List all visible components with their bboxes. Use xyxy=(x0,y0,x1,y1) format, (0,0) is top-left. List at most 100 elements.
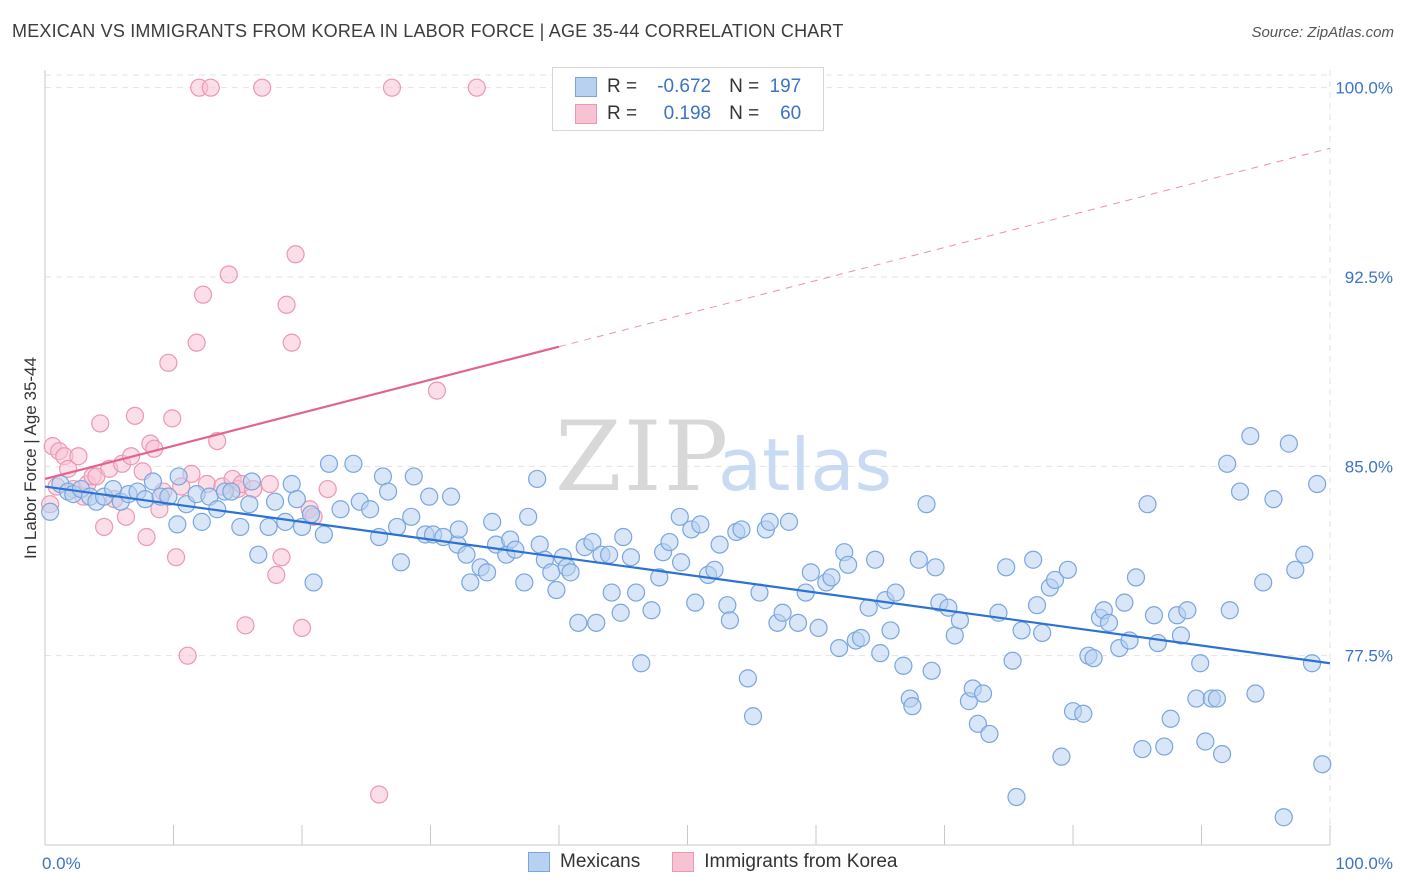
korea-point xyxy=(382,78,402,97)
mexican-point xyxy=(1274,808,1293,827)
mexican-point xyxy=(587,613,606,632)
mexican-point xyxy=(922,661,941,680)
mexican-point xyxy=(788,613,808,632)
korea-point xyxy=(69,447,88,466)
mexican-point xyxy=(1074,704,1093,723)
mexican-point xyxy=(1133,739,1152,759)
legend-row-mexicans: R = -0.672 N = 197 xyxy=(575,75,801,99)
korea-point xyxy=(125,406,145,425)
mexican-point xyxy=(621,548,641,567)
y-tick-label: 92.5% xyxy=(1345,268,1393,287)
mexican-point xyxy=(1178,601,1197,620)
mexican-point xyxy=(809,618,828,637)
mexican-point xyxy=(822,568,841,587)
mexican-point xyxy=(602,583,621,602)
korea-point xyxy=(163,409,182,428)
korea-point xyxy=(260,474,279,494)
mexican-point xyxy=(441,487,461,506)
mexican-point xyxy=(871,644,890,663)
mexican-point xyxy=(1308,474,1327,494)
mexican-point xyxy=(1295,545,1314,564)
mexican-point xyxy=(1024,550,1043,569)
mexican-point xyxy=(1027,596,1047,615)
korea-point xyxy=(467,78,486,97)
mexican-point xyxy=(743,707,763,726)
legend-swatch-pink xyxy=(672,852,695,872)
legend-item-mexicans: Mexicans xyxy=(528,851,640,873)
correlation-legend: R = -0.672 N = 197 R = 0.198 N = 60 xyxy=(552,67,824,131)
mexican-point xyxy=(881,621,900,640)
korea-point xyxy=(236,616,255,635)
mexican-point xyxy=(1161,709,1180,728)
mexican-point xyxy=(402,507,421,526)
mexican-point xyxy=(600,545,619,564)
mexican-point xyxy=(542,563,561,582)
mexican-point xyxy=(1241,426,1260,446)
korea-point xyxy=(370,785,389,804)
mexican-point xyxy=(705,560,724,579)
mexican-point xyxy=(265,492,285,511)
mexican-point xyxy=(282,474,301,494)
trend-lines xyxy=(44,147,1331,665)
mexican-point xyxy=(691,515,710,534)
legend-label: Immigrants from Korea xyxy=(704,851,898,872)
mexican-point xyxy=(968,714,988,733)
mexican-point xyxy=(773,603,792,622)
mexican-point xyxy=(738,669,757,688)
mexican-trend-line xyxy=(44,485,1331,665)
mexican-point xyxy=(378,482,398,501)
korea-point xyxy=(253,78,272,97)
mexican-point xyxy=(830,638,849,658)
mexican-point xyxy=(249,545,268,564)
mexican-point xyxy=(1033,623,1052,643)
r-label: R = xyxy=(607,103,638,124)
korea-point xyxy=(159,353,178,372)
mexican-point xyxy=(1045,570,1065,590)
mexican-point xyxy=(41,502,60,521)
legend-item-korea: Immigrants from Korea xyxy=(672,851,897,873)
mexican-point xyxy=(528,469,547,489)
korea-point xyxy=(187,333,206,352)
watermark: ZIP atlas xyxy=(555,401,892,513)
mexican-point xyxy=(222,482,241,501)
axes xyxy=(44,70,1331,846)
mexican-point xyxy=(373,467,393,486)
korea-point xyxy=(201,78,220,97)
mexican-point xyxy=(801,563,820,582)
korea-point xyxy=(272,548,291,567)
mexican-point xyxy=(1148,633,1167,653)
mexican-point xyxy=(547,580,566,600)
mexican-point xyxy=(710,535,729,554)
mexican-point xyxy=(420,487,439,506)
mexican-point xyxy=(894,656,913,675)
mexican-point xyxy=(997,558,1016,577)
legend-swatch-pink xyxy=(575,104,597,124)
mexican-point xyxy=(344,454,363,473)
mexican-point xyxy=(1058,560,1077,579)
mexican-point xyxy=(660,532,679,552)
korea-point xyxy=(178,646,197,665)
korea-trend-extension xyxy=(558,147,1331,348)
legend-swatch-blue xyxy=(528,852,550,872)
mexican-point xyxy=(143,472,163,491)
korea-point xyxy=(166,548,186,567)
mexican-point xyxy=(1155,737,1174,756)
mexican-point xyxy=(530,535,549,554)
mexican-point xyxy=(1220,601,1239,620)
korea-point xyxy=(193,285,213,304)
n-label: N = xyxy=(729,103,760,124)
mexican-point xyxy=(1313,755,1332,774)
mexican-point xyxy=(461,573,480,592)
mexican-point xyxy=(632,654,651,673)
mexican-point xyxy=(1187,689,1206,708)
mexican-point xyxy=(1084,649,1103,668)
mexican-point xyxy=(670,507,689,526)
mexican-point xyxy=(973,684,993,703)
mexican-point xyxy=(361,500,380,519)
mexican-point xyxy=(387,517,407,537)
mexican-point xyxy=(404,467,423,486)
mexican-point xyxy=(519,507,538,526)
mexican-point xyxy=(304,573,323,592)
mexican-point xyxy=(909,550,928,569)
mexican-point xyxy=(626,583,646,602)
